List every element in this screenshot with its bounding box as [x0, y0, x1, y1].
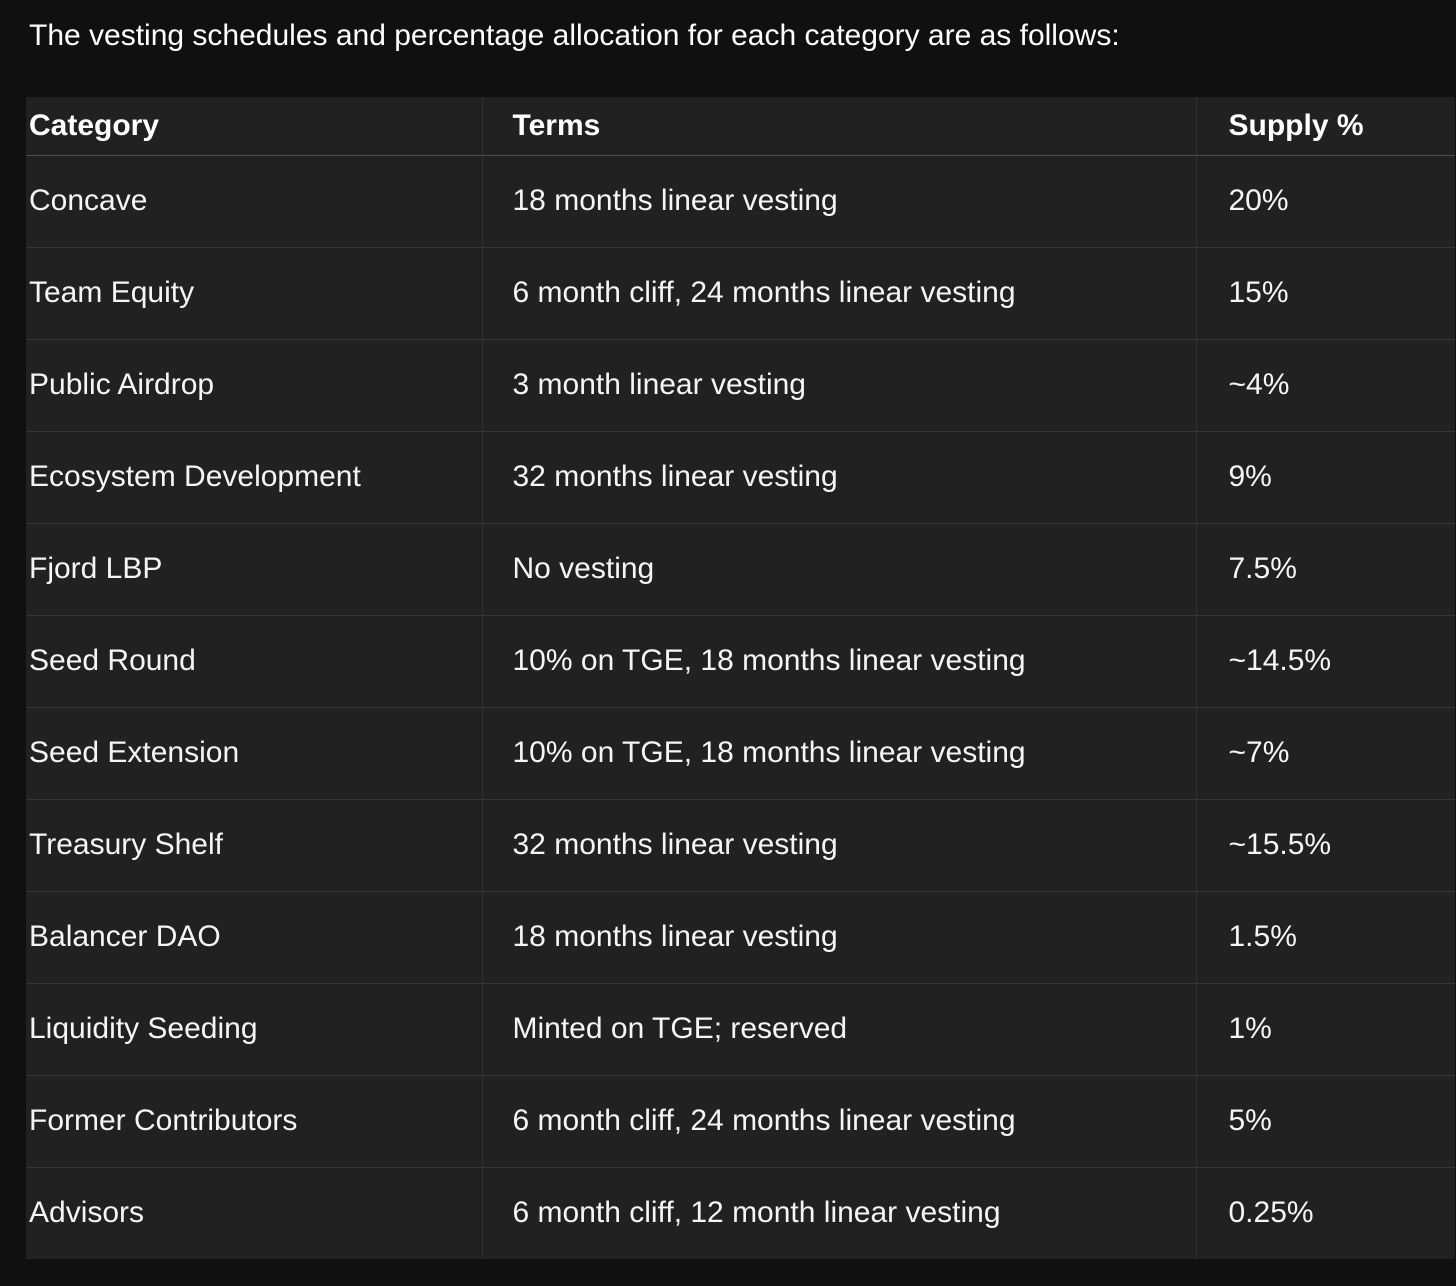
category-cell: Seed Extension	[26, 707, 483, 800]
terms-cell: 6 month cliff, 12 month linear vesting	[482, 1167, 1197, 1259]
supply-cell: 0.25%	[1228, 1196, 1314, 1230]
category-cell: Advisors	[26, 1167, 483, 1259]
terms-cell: Minted on TGE; reserved	[482, 983, 1197, 1076]
vesting-table: Category Terms Supply % Concave 18 months…	[26, 97, 1455, 1259]
supply-cell: 1.5%	[1196, 891, 1455, 984]
intro-text: The vesting schedules and percentage all…	[29, 19, 1120, 52]
column-header-category: Category	[26, 97, 483, 156]
category-cell: Public Airdrop	[26, 339, 483, 432]
terms-cell: No vesting	[482, 523, 1197, 616]
table-row: Liquidity Seeding Minted on TGE; reserved…	[26, 983, 1455, 1076]
category-cell: Balancer DAO	[26, 891, 483, 984]
table-row: Concave 18 months linear vesting 20%	[26, 155, 1455, 248]
terms-cell: 6 month cliff, 24 months linear vesting	[482, 1075, 1197, 1168]
category-cell: Former Contributors	[26, 1075, 483, 1168]
terms-cell: 10% on TGE, 18 months linear vesting	[482, 707, 1197, 800]
category-cell: Ecosystem Development	[26, 431, 483, 524]
supply-cell: ~4%	[1196, 339, 1455, 432]
supply-cell: 1%	[1196, 983, 1455, 1076]
terms-cell: 6 month cliff, 24 months linear vesting	[482, 247, 1197, 340]
supply-cell: 20%	[1196, 155, 1455, 248]
category-cell: Team Equity	[26, 247, 483, 340]
table-body: Concave 18 months linear vesting 20% Team E…	[26, 155, 1455, 1259]
supply-cell: ~7%	[1196, 707, 1455, 800]
category-cell: Treasury Shelf	[26, 799, 483, 892]
category-cell: Concave	[26, 155, 483, 248]
supply-cell: ~14.5%	[1196, 615, 1455, 708]
category-cell: Liquidity Seeding	[26, 983, 483, 1076]
table-row: Seed Extension 10% on TGE, 18 months line…	[26, 707, 1455, 800]
table-row: Former Contributors 6 month cliff, 24 mon…	[26, 1075, 1455, 1168]
table-row: Balancer DAO 18 months linear vesting 1.5%	[26, 891, 1455, 984]
header-row: Category Terms Supply %	[26, 97, 1455, 156]
table-row: Public Airdrop 3 month linear vesting ~4%	[26, 339, 1455, 432]
supply-cell: 5%	[1196, 1075, 1455, 1168]
terms-cell: 18 months linear vesting	[482, 155, 1197, 248]
terms-cell: 32 months linear vesting	[482, 431, 1197, 524]
column-header-terms: Terms	[482, 97, 1197, 156]
terms-cell: 32 months linear vesting	[482, 799, 1197, 892]
supply-cell: ~15.5%	[1196, 799, 1455, 892]
terms-cell: 10% on TGE, 18 months linear vesting	[482, 615, 1197, 708]
supply-cell: 15%	[1196, 247, 1455, 340]
category-cell: Fjord LBP	[26, 523, 483, 616]
table-row: Ecosystem Development 32 months linear ve…	[26, 431, 1455, 524]
terms-cell: 18 months linear vesting	[482, 891, 1197, 984]
supply-cell: 9%	[1196, 431, 1455, 524]
table-row: Fjord LBP No vesting 7.5%	[26, 523, 1455, 616]
table-row: Advisors 6 month cliff, 12 month linear v…	[26, 1167, 1455, 1259]
table-row: Seed Round 10% on TGE, 18 months linear v…	[26, 615, 1455, 708]
column-header-supply: Supply %	[1196, 97, 1455, 156]
table-row: Treasury Shelf 32 months linear vesting ~1…	[26, 799, 1455, 892]
category-cell: Seed Round	[26, 615, 483, 708]
terms-cell: 3 month linear vesting	[482, 339, 1197, 432]
supply-cell: 7.5%	[1196, 523, 1455, 616]
table-row: Team Equity 6 month cliff, 24 months line…	[26, 247, 1455, 340]
